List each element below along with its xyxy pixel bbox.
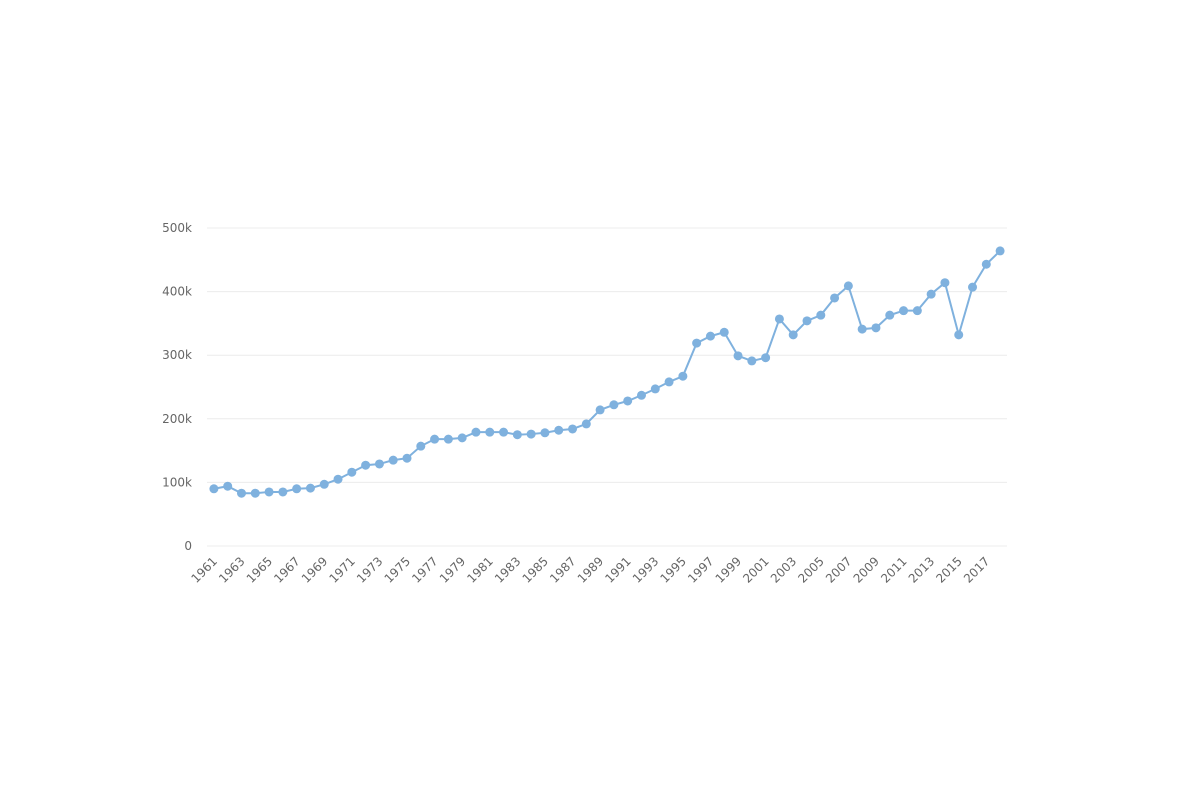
point <box>650 384 660 394</box>
point <box>430 434 440 444</box>
point <box>223 481 233 491</box>
point <box>705 331 715 341</box>
point <box>816 310 826 320</box>
point <box>568 424 578 434</box>
point <box>250 488 260 498</box>
x-tick-label: 2007 <box>823 554 854 585</box>
point <box>857 324 867 334</box>
point <box>581 419 591 429</box>
point <box>940 278 950 288</box>
point <box>912 306 922 316</box>
x-tick-label: 1973 <box>354 554 385 585</box>
point <box>719 327 729 337</box>
y-tick-label: 100k <box>162 475 192 489</box>
point <box>526 429 536 439</box>
point <box>471 427 481 437</box>
point <box>402 453 412 463</box>
point <box>264 487 274 497</box>
point <box>899 306 909 316</box>
x-tick-label: 1971 <box>326 554 357 585</box>
point <box>361 460 371 470</box>
point <box>774 314 784 324</box>
point <box>733 351 743 361</box>
x-tick-label: 2011 <box>878 554 909 585</box>
x-tick-label: 1981 <box>464 554 495 585</box>
point <box>305 483 315 493</box>
x-tick-label: 1991 <box>602 554 633 585</box>
x-tick-label: 1999 <box>713 554 744 585</box>
point <box>374 459 384 469</box>
point <box>954 330 964 340</box>
x-tick-label: 1995 <box>657 554 688 585</box>
x-tick-label: 1983 <box>492 554 523 585</box>
point <box>981 259 991 269</box>
x-tick-label: 2009 <box>851 554 882 585</box>
y-tick-label: 0 <box>184 539 192 553</box>
point <box>623 396 633 406</box>
point <box>788 330 798 340</box>
y-tick-label: 200k <box>162 412 192 426</box>
point <box>871 323 881 333</box>
point <box>636 390 646 400</box>
y-tick-label: 500k <box>162 221 192 235</box>
point <box>443 434 453 444</box>
y-tick-label: 400k <box>162 285 192 299</box>
point <box>761 353 771 363</box>
point <box>595 405 605 415</box>
x-tick-label: 1987 <box>547 554 578 585</box>
point <box>292 484 302 494</box>
point <box>499 427 509 437</box>
point <box>843 281 853 291</box>
x-tick-label: 1993 <box>630 554 661 585</box>
line <box>213 250 1001 495</box>
point <box>278 487 288 497</box>
point <box>885 310 895 320</box>
x-tick-label: 2001 <box>740 554 771 585</box>
x-tick-label: 1965 <box>244 554 275 585</box>
point <box>802 316 812 326</box>
x-tick-label: 1997 <box>685 554 716 585</box>
point <box>333 474 343 484</box>
point <box>209 484 219 494</box>
point <box>968 282 978 292</box>
x-tick-label: 1963 <box>216 554 247 585</box>
x-tick-label: 1979 <box>437 554 468 585</box>
point <box>347 467 357 477</box>
x-tick-label: 2017 <box>961 554 992 585</box>
x-tick-label: 1977 <box>409 554 440 585</box>
point <box>747 356 757 366</box>
x-tick-label: 2005 <box>795 554 826 585</box>
point <box>830 293 840 303</box>
y-tick-label: 300k <box>162 348 192 362</box>
point <box>236 488 246 498</box>
x-tick-label: 1961 <box>189 554 220 585</box>
point <box>319 479 329 489</box>
x-tick-label: 1975 <box>382 554 413 585</box>
x-tick-label: 2013 <box>906 554 937 585</box>
point <box>457 433 467 443</box>
point <box>554 425 564 435</box>
point <box>926 289 936 299</box>
point <box>995 246 1005 256</box>
x-tick-label: 1969 <box>299 554 330 585</box>
point <box>678 371 688 381</box>
x-tick-label: 2003 <box>768 554 799 585</box>
point <box>609 400 619 410</box>
point <box>664 377 674 387</box>
point <box>416 441 426 451</box>
point <box>485 427 495 437</box>
x-tick-label: 2015 <box>933 554 964 585</box>
point <box>540 428 550 438</box>
x-tick-label: 1967 <box>271 554 302 585</box>
point <box>692 338 702 348</box>
x-tick-label: 1989 <box>575 554 606 585</box>
point <box>512 430 522 440</box>
x-tick-label: 1985 <box>520 554 551 585</box>
point <box>388 455 398 465</box>
